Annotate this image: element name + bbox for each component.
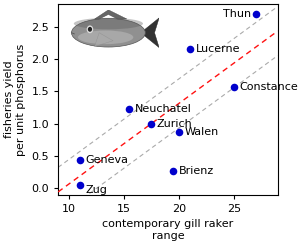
X-axis label: contemporary gill raker
range: contemporary gill raker range bbox=[102, 219, 234, 241]
Text: Neuchatel: Neuchatel bbox=[135, 104, 192, 114]
Text: Geneva: Geneva bbox=[85, 155, 129, 165]
Y-axis label: fisheries yield
per unit phosphorus: fisheries yield per unit phosphorus bbox=[4, 43, 26, 156]
Text: Zurich: Zurich bbox=[157, 119, 193, 129]
Point bbox=[127, 108, 132, 111]
Point bbox=[254, 12, 258, 16]
Point bbox=[78, 159, 82, 162]
Point bbox=[78, 183, 82, 187]
Text: Walen: Walen bbox=[184, 127, 219, 137]
Text: Lucerne: Lucerne bbox=[195, 44, 240, 54]
Point bbox=[149, 122, 154, 126]
Point bbox=[231, 85, 236, 89]
Text: Zug: Zug bbox=[85, 185, 107, 195]
Text: Constance: Constance bbox=[239, 82, 298, 92]
Point bbox=[171, 169, 176, 173]
Text: Thun: Thun bbox=[223, 9, 251, 19]
Point bbox=[176, 130, 181, 134]
Text: Brienz: Brienz bbox=[179, 166, 214, 176]
Point bbox=[188, 47, 192, 51]
